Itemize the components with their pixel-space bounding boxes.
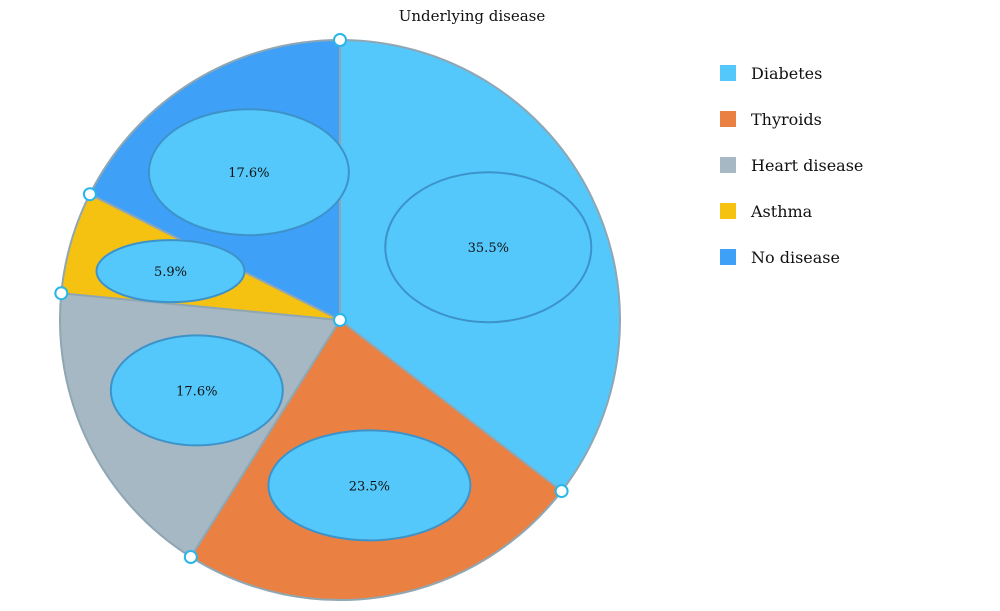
legend-swatch [720,203,736,219]
selection-handle[interactable] [554,484,569,499]
selection-handle[interactable] [333,33,347,47]
selection-handle[interactable] [183,550,198,564]
legend-swatch [720,111,736,127]
slice-label-bubble [95,239,246,304]
legend: Diabetes Thyroids Heart disease Asthma No di… [720,64,863,267]
legend-item-label: Asthma [750,202,813,221]
legend-item-label: Heart disease [751,156,863,175]
slice-label-bubble [384,171,593,324]
slice-label-bubble [147,108,350,237]
legend-swatch [720,65,736,81]
legend-item-label: Diabetes [751,64,822,83]
slice-label: 5.9% [154,265,187,280]
selection-handles [54,33,569,564]
selection-handle[interactable] [82,187,97,202]
slice-label: 17.6% [176,384,217,399]
chart-title: Underlying disease [399,7,546,25]
selection-handle[interactable] [54,286,69,301]
legend-swatch [720,249,736,265]
slice-label: 23.5% [349,479,390,494]
pie-labels: 35.5% 23.5% 17.6% 5.9% 17.6% [95,108,593,542]
legend-item-label: No disease [751,248,840,267]
legend-item-label: Thyroids [751,110,822,129]
slice-label-bubble [267,429,472,542]
slice-label: 17.6% [228,166,269,181]
slice-label-bubble [109,334,284,447]
legend-swatch [720,157,736,173]
slice-label: 35.5% [468,241,509,256]
selection-handle-center[interactable] [333,313,347,327]
